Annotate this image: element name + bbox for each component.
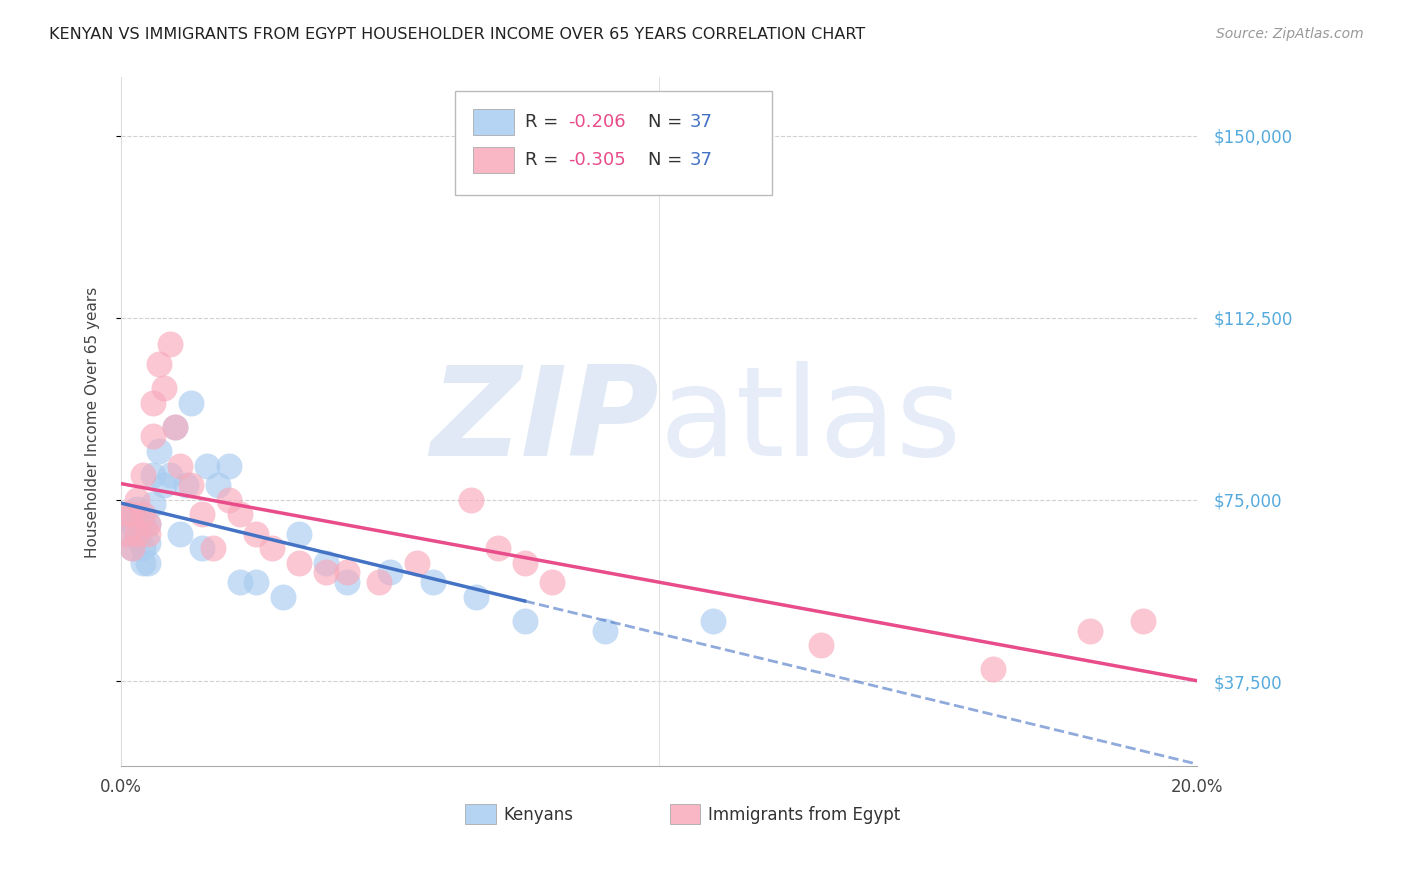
Text: 37: 37 xyxy=(689,113,713,131)
Point xyxy=(127,532,149,546)
Point xyxy=(315,566,337,580)
Point xyxy=(315,556,337,570)
Point xyxy=(460,492,482,507)
FancyBboxPatch shape xyxy=(472,147,515,173)
Text: N =: N = xyxy=(648,151,689,169)
Point xyxy=(136,516,159,531)
Point xyxy=(191,507,214,521)
Point xyxy=(163,419,186,434)
Point xyxy=(180,395,202,409)
Text: atlas: atlas xyxy=(659,361,962,483)
Point xyxy=(131,541,153,555)
Point xyxy=(174,478,197,492)
Point xyxy=(195,458,218,473)
Point xyxy=(115,507,138,521)
Point xyxy=(159,337,181,351)
Text: N =: N = xyxy=(648,113,689,131)
Point xyxy=(131,507,153,521)
Point xyxy=(465,590,488,604)
Point xyxy=(981,662,1004,676)
Point xyxy=(260,541,283,555)
Text: KENYAN VS IMMIGRANTS FROM EGYPT HOUSEHOLDER INCOME OVER 65 YEARS CORRELATION CHA: KENYAN VS IMMIGRANTS FROM EGYPT HOUSEHOL… xyxy=(49,27,866,42)
Point xyxy=(142,395,165,409)
Point xyxy=(218,492,240,507)
Point xyxy=(127,492,149,507)
Point xyxy=(121,541,143,555)
Point xyxy=(115,526,138,541)
Y-axis label: Householder Income Over 65 years: Householder Income Over 65 years xyxy=(86,286,100,558)
Point xyxy=(810,638,832,652)
Text: Kenyans: Kenyans xyxy=(503,805,574,823)
Point xyxy=(153,478,176,492)
Point xyxy=(228,575,250,590)
Text: 37: 37 xyxy=(689,151,713,169)
Point xyxy=(245,526,267,541)
Point xyxy=(180,478,202,492)
Point xyxy=(169,458,191,473)
Point xyxy=(142,429,165,443)
Point xyxy=(127,526,149,541)
FancyBboxPatch shape xyxy=(669,805,700,823)
Point xyxy=(142,468,165,483)
Point xyxy=(378,566,401,580)
Point xyxy=(136,556,159,570)
Point xyxy=(228,507,250,521)
Point xyxy=(207,478,229,492)
Point xyxy=(121,507,143,521)
Point xyxy=(153,381,176,395)
Point xyxy=(422,575,444,590)
FancyBboxPatch shape xyxy=(465,805,496,823)
Point xyxy=(121,516,143,531)
FancyBboxPatch shape xyxy=(454,91,772,194)
Point xyxy=(159,468,181,483)
Point xyxy=(218,458,240,473)
Point xyxy=(486,541,509,555)
Point xyxy=(148,357,170,371)
Point xyxy=(513,556,536,570)
Point xyxy=(136,536,159,550)
Point xyxy=(702,614,724,628)
Point xyxy=(163,419,186,434)
Point xyxy=(136,526,159,541)
Text: Immigrants from Egypt: Immigrants from Egypt xyxy=(707,805,900,823)
Point xyxy=(406,556,429,570)
Point xyxy=(131,556,153,570)
Point xyxy=(595,624,617,638)
Point xyxy=(513,614,536,628)
Point xyxy=(148,444,170,458)
Point xyxy=(131,516,153,531)
Point xyxy=(336,575,359,590)
Point xyxy=(1078,624,1101,638)
Text: -0.206: -0.206 xyxy=(568,113,626,131)
Point xyxy=(169,526,191,541)
Text: -0.305: -0.305 xyxy=(568,151,626,169)
Text: R =: R = xyxy=(524,151,564,169)
Point xyxy=(245,575,267,590)
Point xyxy=(201,541,224,555)
Point xyxy=(121,541,143,555)
Point xyxy=(368,575,391,590)
Point xyxy=(287,556,309,570)
Point xyxy=(127,502,149,516)
Point xyxy=(115,507,138,521)
Point xyxy=(336,566,359,580)
Point xyxy=(142,497,165,511)
Point xyxy=(115,526,138,541)
Point xyxy=(1132,614,1154,628)
Point xyxy=(540,575,562,590)
Point xyxy=(287,526,309,541)
Point xyxy=(136,516,159,531)
FancyBboxPatch shape xyxy=(472,109,515,136)
Point xyxy=(191,541,214,555)
Point xyxy=(131,468,153,483)
Text: R =: R = xyxy=(524,113,564,131)
Text: ZIP: ZIP xyxy=(430,361,659,483)
Text: Source: ZipAtlas.com: Source: ZipAtlas.com xyxy=(1216,27,1364,41)
Point xyxy=(271,590,294,604)
